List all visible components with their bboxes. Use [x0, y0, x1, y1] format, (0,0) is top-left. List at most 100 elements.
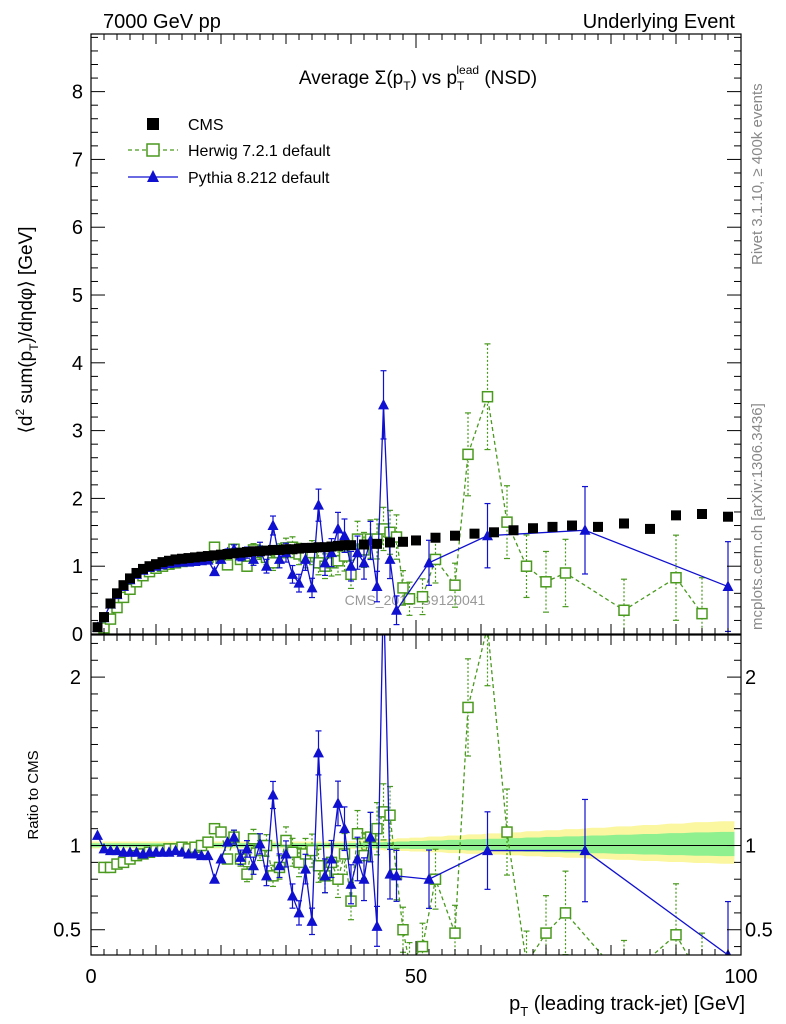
herwig-ratio-point	[202, 836, 214, 848]
cms-point	[118, 580, 129, 591]
pythia-point	[332, 522, 344, 534]
pythia-ratio-point	[241, 842, 253, 854]
header-left: 7000 GeV pp	[103, 11, 221, 33]
cms-point	[320, 542, 330, 553]
cms-point	[313, 542, 324, 553]
pythia-ratio-point	[176, 846, 188, 857]
y-tick-label: 2	[72, 488, 83, 510]
pythia-point	[378, 398, 389, 410]
herwig-point	[559, 567, 572, 579]
pythia-point	[339, 529, 350, 541]
legend-cms-marker	[147, 118, 159, 130]
herwig-point	[397, 582, 409, 594]
ratio-tick-label-left: 0.5	[53, 920, 81, 942]
pythia-point	[319, 556, 331, 568]
herwig-point	[618, 604, 630, 617]
herwig-ratio-point	[293, 856, 305, 869]
pythia-point	[267, 519, 279, 531]
cms-point	[144, 561, 155, 572]
herwig-series	[98, 343, 708, 634]
herwig-point	[540, 576, 552, 588]
y-tick-label: 4	[72, 353, 83, 375]
y-tick-label: 3	[72, 421, 83, 443]
pythia-point	[482, 529, 493, 541]
cms-point	[593, 521, 603, 532]
cms-point	[300, 542, 311, 553]
cms-point	[112, 588, 122, 599]
cms-point	[398, 536, 408, 547]
pythia-ratio-point	[98, 842, 110, 854]
pythia-ratio-point	[222, 836, 233, 847]
cms-point	[326, 541, 337, 552]
rivet-label: Rivet 3.1.10, ≥ 400k events	[749, 83, 766, 265]
herwig-ratio-point	[559, 907, 572, 919]
cms-point	[671, 510, 681, 521]
pythia-point	[306, 581, 318, 593]
herwig-point	[403, 592, 416, 605]
cms-point	[183, 553, 194, 564]
ratio-y-axis-label: Ratio to CMS	[25, 750, 42, 839]
cms-point	[281, 544, 291, 555]
pythia-ratio-point	[358, 873, 370, 884]
cms-point	[547, 521, 558, 532]
legend-herwig-label: Herwig 7.2.1 default	[188, 143, 331, 160]
herwig-point	[696, 607, 708, 620]
cms-point	[92, 622, 103, 633]
pythia-ratio-point	[482, 844, 493, 856]
herwig-ratio-point	[312, 859, 325, 872]
pythia-ratio-point	[228, 831, 240, 842]
pythia-point	[358, 556, 370, 568]
pythia-ratio-point	[306, 915, 318, 926]
cms-point	[528, 523, 538, 534]
cms-series	[92, 509, 733, 633]
pythia-ratio-series	[92, 635, 732, 955]
herwig-point	[462, 448, 474, 461]
cms-point	[190, 552, 200, 563]
pythia-ratio-point	[267, 789, 279, 800]
cms-point	[339, 540, 350, 551]
cms-point	[346, 540, 356, 551]
cms-point	[372, 538, 382, 549]
cms-point	[333, 540, 343, 551]
cms-point	[105, 598, 116, 609]
cms-point	[450, 530, 460, 541]
pythia-point	[371, 580, 383, 592]
y-tick-label: 0	[72, 624, 83, 646]
header-right: Underlying Event	[583, 11, 736, 33]
herwig-ratio-point	[670, 929, 682, 941]
pythia-ratio-point	[235, 851, 246, 862]
cms-point	[619, 518, 629, 529]
pythia-ratio-point	[189, 847, 201, 859]
pythia-ratio-point	[339, 822, 350, 834]
herwig-point	[481, 390, 494, 403]
pythia-ratio-point	[261, 869, 272, 881]
pythia-ratio-point	[215, 853, 227, 864]
cms-point	[222, 549, 233, 559]
mcplots-label: mcplots.cern.ch [arXiv:1306.3436]	[749, 403, 766, 630]
pythia-ratio-point	[384, 868, 396, 879]
pythia-ratio-point	[371, 920, 383, 931]
ratio-tick-label-right: 2	[745, 667, 756, 689]
cms-point	[261, 545, 272, 556]
herwig-ratio-point	[247, 833, 260, 845]
herwig-ratio-point	[462, 701, 474, 714]
herwig-ratio-point	[522, 958, 532, 968]
herwig-ratio-point	[215, 826, 227, 838]
pythia-ratio-point	[423, 873, 435, 884]
legend-cms-label: CMS	[188, 117, 224, 134]
pythia-ratio-point	[111, 844, 123, 856]
herwig-ratio-point	[449, 927, 461, 939]
herwig-ratio-point	[332, 873, 344, 885]
cms-point	[385, 537, 395, 548]
pythia-point	[248, 553, 259, 564]
pythia-point	[209, 565, 220, 577]
herwig-point	[520, 560, 533, 572]
pythia-ratio-point	[300, 863, 311, 874]
chart-title: Average Σ(pT) vs pTlead (NSD)	[299, 63, 537, 93]
pythia-ratio-point	[391, 869, 402, 881]
pythia-ratio-point	[280, 847, 292, 859]
cms-point	[274, 544, 285, 555]
cms-point	[170, 554, 181, 565]
pythia-point	[287, 568, 298, 579]
cms-point	[489, 527, 499, 538]
